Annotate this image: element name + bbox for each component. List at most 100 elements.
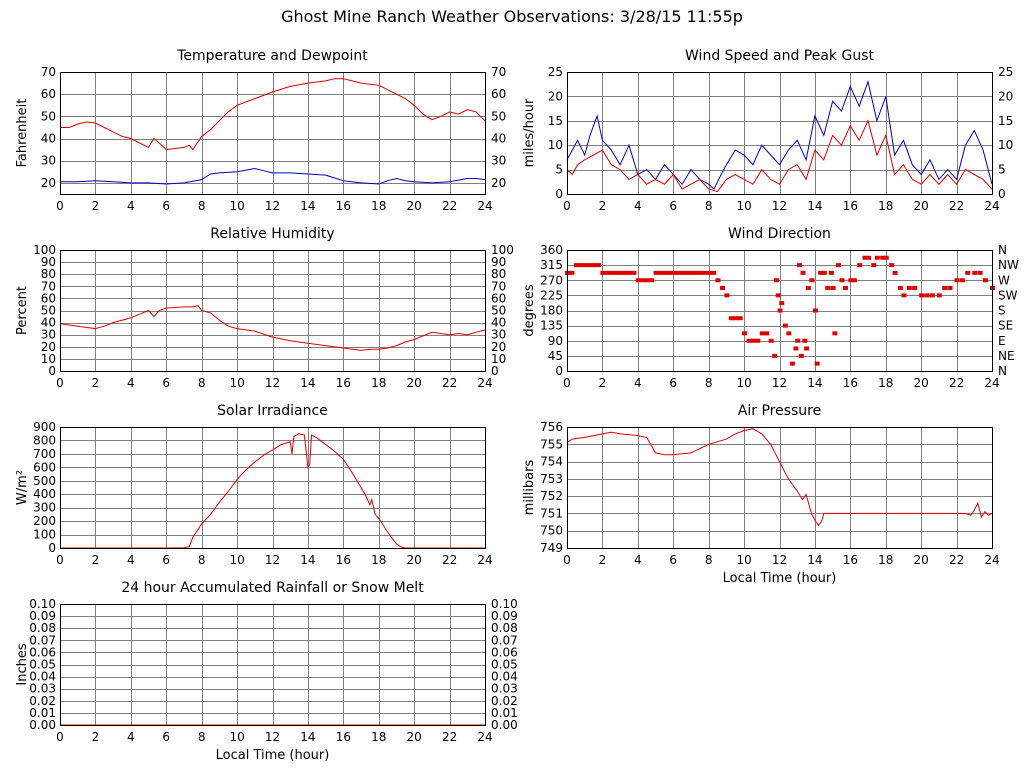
y-tick-label: 800 bbox=[33, 433, 56, 447]
y-tick-label: 0.09 bbox=[29, 609, 56, 623]
y-tick-label: 0.07 bbox=[29, 633, 56, 647]
y-tick-label: 15 bbox=[548, 114, 563, 128]
data-point bbox=[802, 338, 808, 343]
data-point bbox=[772, 353, 778, 358]
data-point bbox=[724, 293, 730, 298]
data-point bbox=[688, 270, 694, 275]
x-tick-label: 16 bbox=[336, 730, 351, 744]
data-point bbox=[600, 270, 606, 275]
right-tick-label: 10 bbox=[998, 138, 1013, 152]
x-tick-label: 8 bbox=[198, 730, 206, 744]
y-tick-label: 754 bbox=[540, 455, 563, 469]
data-point bbox=[644, 278, 650, 283]
data-point bbox=[828, 270, 834, 275]
y-axis-label: miles/hour bbox=[522, 98, 537, 167]
data-point bbox=[851, 278, 857, 283]
chart-title: Relative Humidity bbox=[210, 226, 334, 242]
data-point bbox=[684, 270, 690, 275]
y-tick-label: 0 bbox=[555, 364, 563, 378]
data-point bbox=[924, 293, 930, 298]
y-tick-label: 30 bbox=[41, 154, 56, 168]
x-tick-label: 2 bbox=[92, 376, 100, 390]
data-point bbox=[693, 270, 699, 275]
y-tick-label: 0 bbox=[48, 364, 56, 378]
x-tick-label: 16 bbox=[336, 553, 351, 567]
x-tick-label: 2 bbox=[599, 553, 607, 567]
chart-title: Solar Irradiance bbox=[217, 403, 328, 419]
data-point bbox=[959, 278, 965, 283]
data-point bbox=[671, 270, 677, 275]
right-tick-label: S bbox=[998, 304, 1006, 318]
right-tick-label: 0.06 bbox=[491, 645, 518, 659]
series-peak-gust bbox=[566, 80, 993, 190]
x-tick-label: 8 bbox=[198, 376, 206, 390]
y-tick-label: 90 bbox=[548, 334, 563, 348]
y-tick-label: 225 bbox=[540, 288, 563, 302]
y-tick-label: 40 bbox=[41, 316, 56, 330]
right-tick-label: 20 bbox=[491, 176, 506, 190]
y-tick-label: 5 bbox=[555, 163, 563, 177]
data-point bbox=[764, 331, 770, 336]
right-tick-label: 80 bbox=[491, 267, 506, 281]
x-tick-label: 4 bbox=[127, 376, 135, 390]
data-point bbox=[805, 285, 811, 290]
data-point bbox=[936, 293, 942, 298]
x-tick-label: 18 bbox=[878, 199, 893, 213]
x-tick-label: 22 bbox=[949, 553, 964, 567]
data-point bbox=[582, 263, 588, 268]
y-tick-label: 180 bbox=[540, 304, 563, 318]
data-point bbox=[706, 270, 712, 275]
right-tick-label: 0.02 bbox=[491, 694, 518, 708]
data-point bbox=[697, 270, 703, 275]
y-tick-label: 0.02 bbox=[29, 694, 56, 708]
data-point bbox=[728, 316, 734, 321]
x-tick-label: 4 bbox=[127, 730, 135, 744]
data-point bbox=[782, 323, 788, 328]
y-tick-label: 752 bbox=[540, 489, 563, 503]
y-tick-label: 753 bbox=[540, 472, 563, 486]
right-tick-label: NW bbox=[998, 258, 1019, 272]
right-tick-label: 30 bbox=[491, 328, 506, 342]
x-tick-label: 20 bbox=[407, 199, 422, 213]
data-point bbox=[818, 270, 824, 275]
data-point bbox=[613, 270, 619, 275]
data-point bbox=[777, 308, 783, 313]
y-tick-label: 500 bbox=[33, 474, 56, 488]
plot-frame bbox=[567, 250, 993, 372]
x-tick-label: 6 bbox=[162, 199, 170, 213]
data-point bbox=[759, 331, 765, 336]
x-tick-label: 6 bbox=[669, 376, 677, 390]
data-point bbox=[786, 331, 792, 336]
right-tick-label: 50 bbox=[491, 304, 506, 318]
x-tick-label: 14 bbox=[807, 199, 822, 213]
y-tick-label: 755 bbox=[540, 437, 563, 451]
x-tick-label: 12 bbox=[265, 730, 280, 744]
right-tick-label: 50 bbox=[491, 109, 506, 123]
x-tick-label: 22 bbox=[442, 730, 457, 744]
data-point bbox=[587, 263, 593, 268]
y-tick-label: 0.10 bbox=[29, 597, 56, 611]
data-point bbox=[889, 263, 895, 268]
data-point bbox=[965, 270, 971, 275]
y-tick-label: 25 bbox=[548, 65, 563, 79]
x-tick-label: 10 bbox=[229, 553, 244, 567]
y-tick-label: 30 bbox=[41, 328, 56, 342]
x-tick-label: 16 bbox=[843, 199, 858, 213]
x-tick-label: 14 bbox=[300, 730, 315, 744]
data-point bbox=[662, 270, 668, 275]
data-point bbox=[874, 255, 880, 260]
right-tick-label: SW bbox=[998, 288, 1018, 302]
x-tick-label: 0 bbox=[56, 553, 64, 567]
right-tick-label: NE bbox=[998, 349, 1015, 363]
y-tick-label: 400 bbox=[33, 487, 56, 501]
y-tick-label: 751 bbox=[540, 506, 563, 520]
y-tick-label: 10 bbox=[41, 352, 56, 366]
data-point bbox=[675, 270, 681, 275]
x-tick-label: 6 bbox=[669, 199, 677, 213]
data-point bbox=[604, 270, 610, 275]
data-point bbox=[773, 278, 779, 283]
data-point bbox=[982, 278, 988, 283]
chart-rain: 24 hour Accumulated Rainfall or Snow Mel… bbox=[15, 580, 518, 763]
right-tick-label: 0.10 bbox=[491, 597, 518, 611]
